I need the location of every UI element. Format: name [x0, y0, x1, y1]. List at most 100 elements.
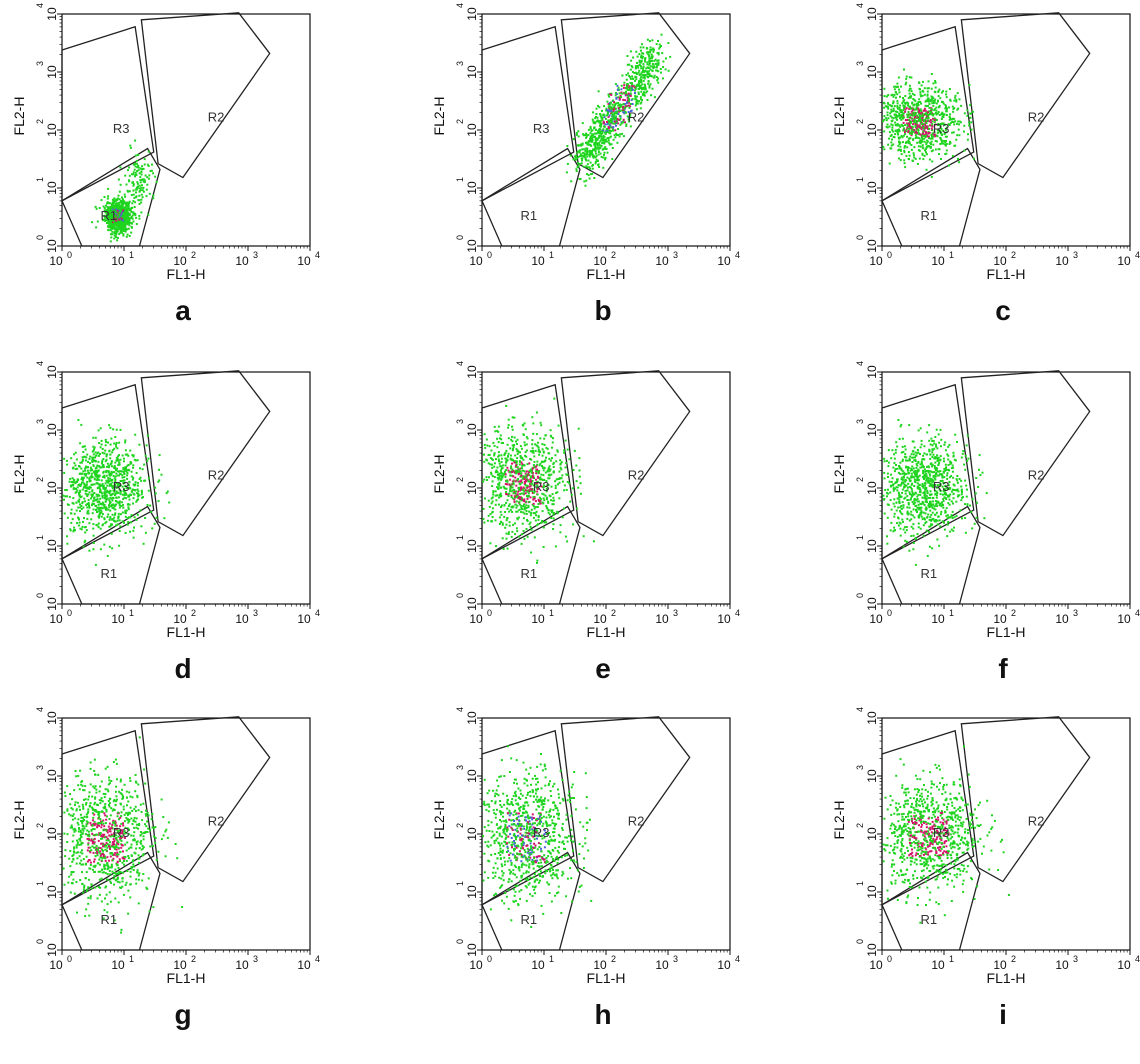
data-point [924, 149, 926, 152]
data-point [493, 453, 496, 455]
data-point [603, 153, 605, 156]
data-point [575, 170, 578, 172]
data-point [128, 166, 131, 169]
data-point [94, 205, 97, 208]
data-point [92, 493, 94, 496]
data-point [69, 484, 72, 487]
data-point [624, 111, 627, 114]
data-point [520, 542, 523, 545]
data-point [565, 489, 568, 491]
data-point [616, 117, 619, 120]
data-point [596, 116, 599, 119]
data-point [940, 138, 943, 141]
data-point [883, 87, 886, 90]
data-point [516, 530, 519, 533]
data-point [538, 450, 541, 453]
data-point [934, 123, 937, 126]
data-point [919, 133, 922, 136]
data-point [113, 504, 115, 507]
x-tick-exponent: 3 [253, 608, 258, 618]
data-point [578, 475, 581, 478]
data-point [518, 472, 521, 475]
data-point [556, 450, 559, 453]
data-point [127, 221, 130, 223]
data-point [505, 491, 508, 493]
data-point [120, 226, 123, 228]
data-point [577, 144, 580, 147]
data-point [493, 462, 496, 465]
data-point [496, 466, 499, 469]
data-point [128, 224, 131, 227]
data-point [903, 162, 906, 165]
data-point [918, 114, 921, 117]
data-point [899, 141, 902, 144]
data-point [113, 490, 116, 493]
data-point [637, 71, 640, 74]
data-point [108, 492, 111, 495]
data-point [108, 219, 111, 222]
data-point [511, 435, 513, 438]
data-point [124, 218, 127, 221]
data-point [920, 128, 923, 131]
data-point [948, 143, 951, 145]
data-point [144, 454, 147, 457]
x-tick-exponent: 0 [887, 250, 892, 260]
data-point [88, 506, 91, 509]
y-tick-exponent: 1 [35, 535, 45, 540]
data-point [536, 470, 539, 473]
data-point [165, 492, 168, 495]
data-point [107, 229, 110, 232]
data-point [100, 515, 103, 518]
data-point [583, 180, 586, 183]
data-point [99, 489, 102, 491]
data-point [615, 121, 618, 124]
data-point [538, 453, 541, 456]
data-point [132, 193, 135, 196]
data-point [596, 160, 599, 162]
data-point [110, 236, 113, 239]
data-point [610, 93, 613, 96]
data-point [589, 161, 592, 164]
data-point [523, 537, 526, 540]
data-point [632, 56, 635, 59]
data-point [522, 511, 525, 514]
data-point [131, 214, 134, 217]
data-point [108, 525, 111, 528]
x-tick-exponent: 4 [315, 250, 320, 260]
data-point [628, 120, 631, 123]
data-point [506, 466, 509, 469]
data-point [935, 119, 938, 122]
data-point [545, 490, 548, 493]
data-point [525, 449, 528, 452]
data-point [934, 98, 937, 101]
data-point [126, 523, 129, 526]
data-point [563, 484, 566, 487]
data-point [119, 525, 122, 528]
data-point [649, 50, 652, 53]
data-point [909, 107, 912, 110]
data-point [113, 484, 116, 487]
data-point [115, 486, 118, 489]
data-point [578, 151, 581, 154]
data-point [115, 443, 117, 446]
data-point [943, 123, 946, 126]
data-point [118, 209, 120, 212]
data-point [537, 450, 540, 453]
data-point [105, 507, 108, 510]
data-point [129, 449, 132, 452]
data-point [657, 77, 660, 80]
data-point [134, 165, 137, 168]
data-point [493, 425, 496, 428]
data-point [114, 218, 117, 220]
data-point [579, 149, 582, 152]
data-point [541, 519, 544, 522]
data-point [65, 459, 68, 462]
panel-letter-d: d [174, 653, 191, 684]
data-point [636, 95, 639, 98]
data-point [520, 498, 523, 501]
data-point [604, 138, 607, 141]
data-point [607, 126, 610, 128]
data-point [526, 518, 528, 521]
data-point [550, 517, 553, 519]
data-point [943, 140, 946, 143]
